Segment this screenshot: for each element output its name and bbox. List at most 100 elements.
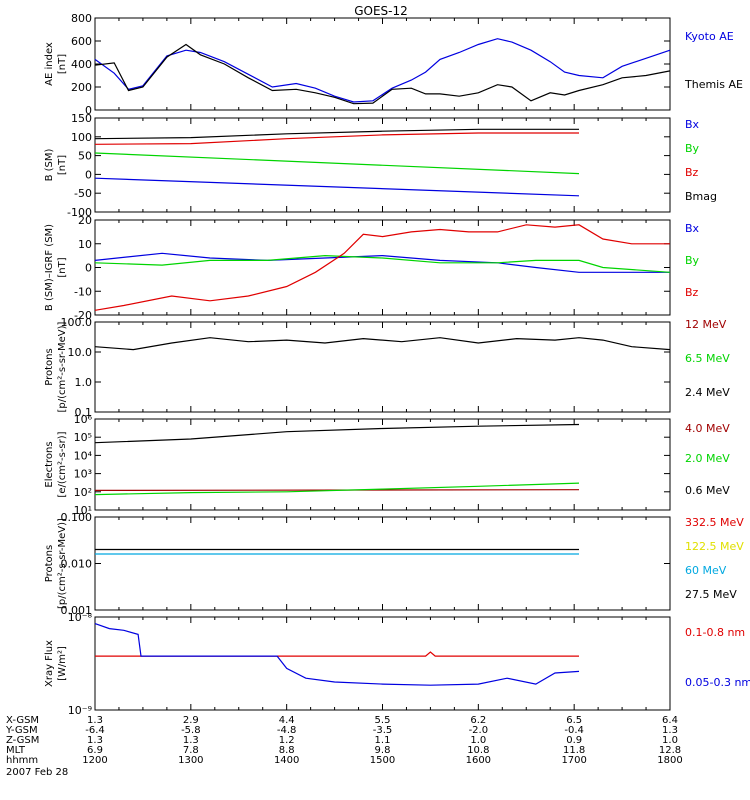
panel-xray: 10⁻⁹ 10⁻⁸ Xray Flux [W/m²] 0.1-0.8 nm 0.05-0.… — [44, 611, 750, 717]
axis-cell: 1.2 — [279, 735, 295, 746]
series-line-kyoto-ae — [94, 38, 671, 103]
legend-entry: 27.5 MeV — [685, 588, 737, 601]
y-tick-label: 0.010 — [61, 558, 93, 571]
y-tick-label: -10 — [74, 285, 92, 298]
axis-cell: -2.0 — [469, 725, 489, 736]
axis-cell: 1.0 — [662, 735, 678, 746]
series-line-2-4-mev — [94, 337, 671, 351]
y-tick-label: 10 — [78, 238, 92, 251]
axis-cell: -0.4 — [564, 725, 584, 736]
axis-cell: 6.9 — [87, 745, 103, 756]
axis-cell: 1.3 — [87, 735, 103, 746]
axis-cell: 12.8 — [659, 745, 681, 756]
legend-entry: 332.5 MeV — [685, 516, 744, 529]
axis-cell: 10.8 — [467, 745, 489, 756]
y-axis-label: [W/m²] — [57, 646, 68, 681]
legend-entry: Bmag — [685, 190, 717, 203]
series-line-2-0-mev — [95, 483, 670, 495]
panel-frame — [94, 616, 671, 711]
legend-entry: 122.5 MeV — [685, 540, 744, 553]
panel-frame — [94, 321, 671, 413]
axis-cell: 6.5 — [566, 715, 582, 726]
panel-frame — [94, 219, 671, 316]
y-tick-label: 100.0 — [61, 316, 93, 329]
y-axis-label: [nT] — [57, 54, 68, 74]
y-tick-label: 0 — [85, 168, 92, 181]
y-axis-label: [nT] — [57, 257, 68, 277]
axis-cell: 1.3 — [183, 735, 199, 746]
legend-entry: 0.05-0.3 nm — [685, 676, 750, 689]
axis-cell: 4.4 — [279, 715, 295, 726]
y-tick-label: 0.1 — [75, 406, 93, 419]
y-tick-label: 50 — [78, 150, 92, 163]
y-tick-label: 10.0 — [68, 346, 93, 359]
axis-cell: 1800 — [657, 755, 682, 766]
axis-cell: 2.9 — [183, 715, 199, 726]
y-tick-label: 0 — [85, 262, 92, 275]
axis-row-label: MLT — [6, 745, 26, 756]
series-line-4-0-mev — [95, 490, 670, 491]
series-line-by — [94, 254, 671, 273]
y-tick-label: 10³ — [74, 468, 92, 481]
legend-entry: Themis AE — [684, 78, 743, 91]
panel-electrons: 10¹ 10² 10³ 10⁴ 10⁵ 10⁶ Electrons [e/(cm²-s-sr)… — [44, 413, 730, 517]
legend-entry: By — [685, 142, 700, 155]
axis-row-label: hhmm — [6, 755, 38, 766]
series-line-0-1-0-8-nm — [95, 652, 670, 656]
axis-cell: 1500 — [370, 755, 395, 766]
y-tick-label: 1.0 — [75, 376, 93, 389]
panel-frame — [94, 418, 671, 511]
y-axis-label: [p/(cm²-s-sr-MeV)] — [57, 321, 68, 412]
legend-entry: 4.0 MeV — [685, 422, 730, 435]
y-axis-label: [nT] — [57, 155, 68, 175]
axis-cell: 9.8 — [375, 745, 391, 756]
axis-cell: 1600 — [466, 755, 491, 766]
panel-protons_hi: 0.1 1.0 10.0 100.0 Protons [p/(cm²-s-sr-MeV)]… — [44, 316, 730, 419]
y-tick-label: 10⁶ — [74, 413, 93, 426]
axis-cell: 1700 — [561, 755, 586, 766]
series-line-themis-ae — [94, 43, 671, 105]
y-tick-label: 400 — [71, 58, 92, 71]
axis-cell: 1.3 — [662, 725, 678, 736]
legend-entry: 2.0 MeV — [685, 452, 730, 465]
y-tick-label: -20 — [74, 309, 92, 322]
y-tick-label: 10⁵ — [74, 431, 92, 444]
axis-cell: -5.8 — [181, 725, 201, 736]
y-tick-label: -100 — [67, 206, 92, 219]
panel-ae: 0 200 400 600 800 AE index [nT] Kyoto AE Themis … — [44, 12, 743, 117]
y-axis-label: Electrons — [44, 441, 55, 487]
y-tick-label: 100 — [71, 131, 92, 144]
y-axis-label: Protons — [44, 545, 55, 582]
axis-cell: 5.5 — [375, 715, 391, 726]
axis-cell: -3.5 — [373, 725, 393, 736]
legend-entry: Bz — [685, 286, 699, 299]
axis-cell: 0.9 — [566, 735, 582, 746]
axis-cell: 6.2 — [470, 715, 486, 726]
axis-row-label: Y-GSM — [5, 725, 38, 736]
axis-cell: 11.8 — [563, 745, 585, 756]
axis-cell: 1300 — [178, 755, 203, 766]
legend-entry: 0.6 MeV — [685, 484, 730, 497]
axis-row-label: X-GSM — [6, 715, 39, 726]
panel-bsm: -100 -50 0 50 100 150 B (SM) [nT] Bx By Bz Bmag — [44, 112, 717, 219]
axis-cell: 1.1 — [375, 735, 391, 746]
panel-bdiff: -20 -10 0 10 20 B (SM)–IGRF (SM) [nT] Bx By Bz — [44, 214, 700, 322]
y-axis-label: Xray Flux — [44, 640, 55, 687]
y-tick-label: 0 — [85, 104, 92, 117]
y-axis-label: Protons — [44, 348, 55, 385]
y-tick-label: 0.001 — [61, 604, 93, 617]
series-line-bmag — [95, 129, 670, 138]
y-tick-label: -50 — [74, 187, 92, 200]
series-line-bz — [95, 133, 670, 144]
y-axis-label: [e/(cm²-s-sr)] — [57, 431, 68, 497]
axis-cell: 7.8 — [183, 745, 199, 756]
y-tick-label: 10⁴ — [74, 449, 93, 462]
series-line-0-6-mev — [95, 424, 670, 443]
y-tick-label: 600 — [71, 35, 92, 48]
y-tick-label: 0.100 — [61, 511, 93, 524]
axis-cell: -6.4 — [85, 725, 105, 736]
y-tick-label: 20 — [78, 214, 92, 227]
series-line-bx — [94, 252, 670, 273]
series-line-bz — [94, 224, 670, 311]
